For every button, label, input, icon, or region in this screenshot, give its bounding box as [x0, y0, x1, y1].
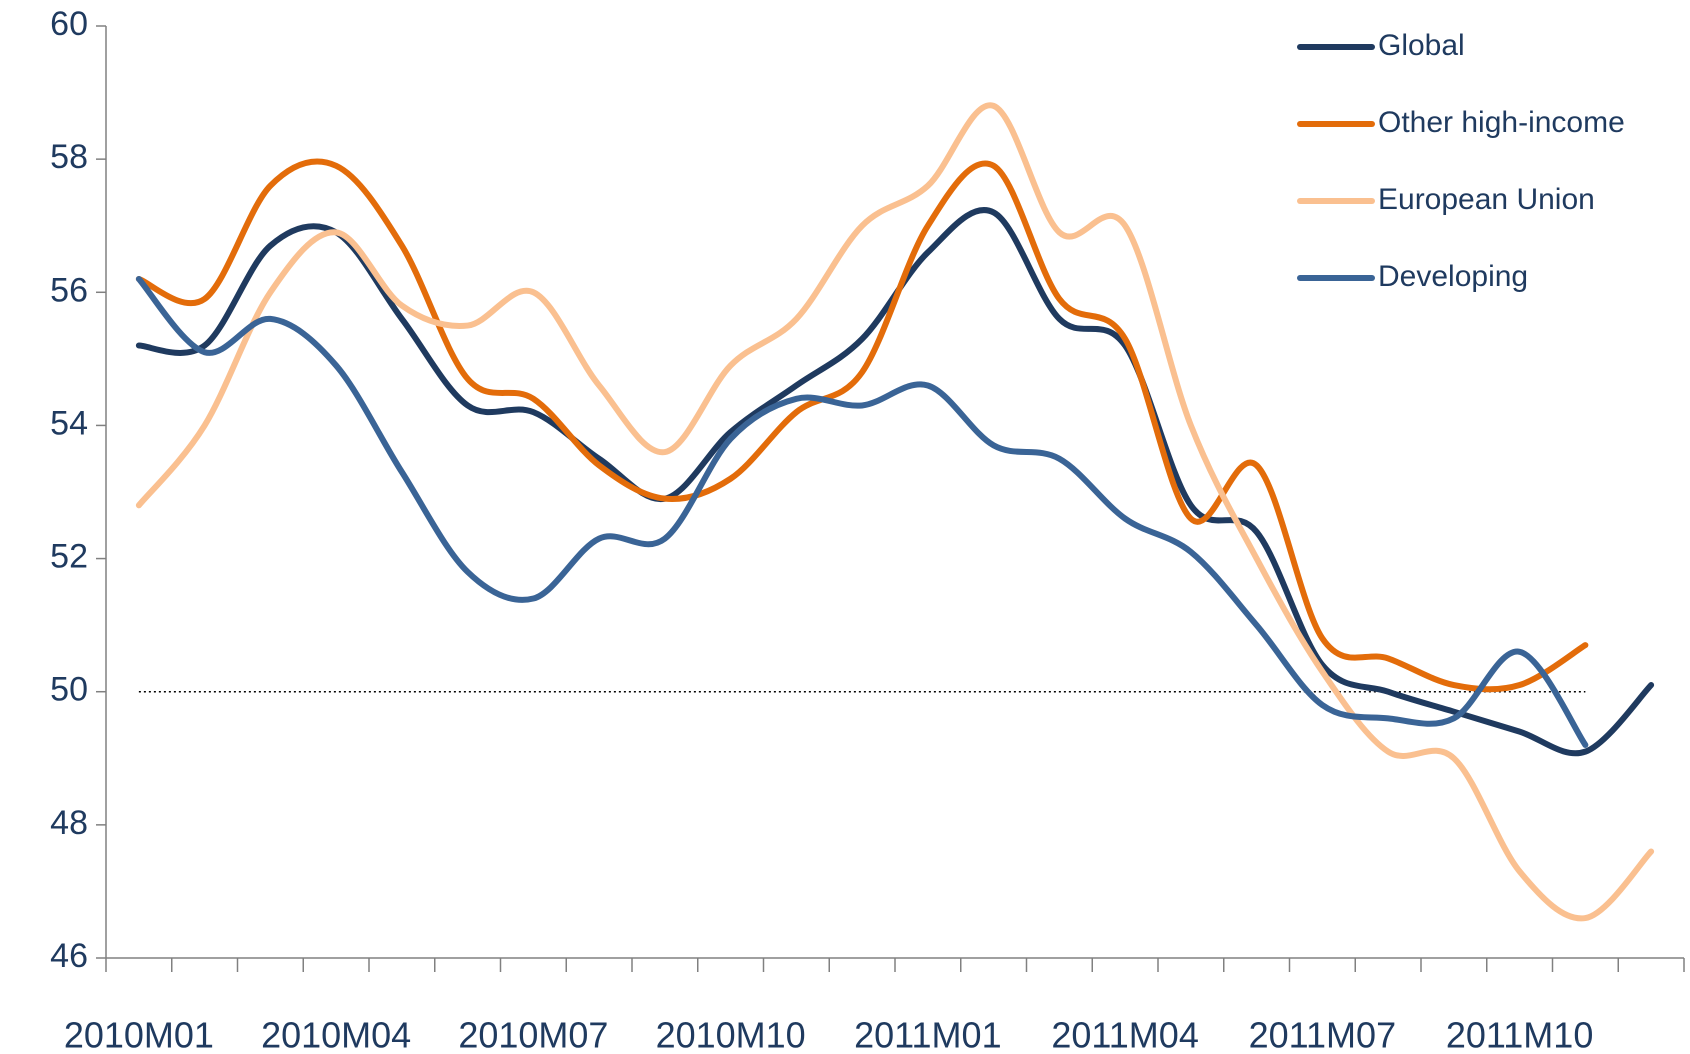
- legend-label: Other high-income: [1378, 106, 1625, 139]
- x-tick-label: 2011M10: [1446, 1015, 1593, 1054]
- x-tick-label: 2011M04: [1051, 1015, 1198, 1054]
- series-line: [135, 207, 1655, 757]
- legend-label: Global: [1378, 29, 1465, 62]
- x-tick-label: 2010M10: [656, 1015, 806, 1054]
- y-tick-label: 58: [50, 138, 88, 176]
- y-tick-label: 60: [50, 5, 88, 43]
- y-tick-label: 56: [50, 271, 88, 309]
- series-line: [135, 102, 1655, 922]
- y-tick-label: 54: [50, 404, 88, 442]
- series-line: [135, 158, 1589, 693]
- legend-label: Developing: [1378, 260, 1528, 293]
- y-tick-label: 46: [50, 937, 88, 975]
- x-tick-label: 2011M07: [1249, 1015, 1396, 1054]
- y-tick-label: 52: [50, 538, 88, 576]
- x-tick-label: 2010M07: [458, 1015, 608, 1054]
- x-tick-label: 2011M01: [854, 1015, 1001, 1054]
- series-line: [135, 275, 1589, 748]
- legend-label: European Union: [1378, 183, 1595, 216]
- x-tick-label: 2010M01: [64, 1015, 214, 1054]
- x-tick-label: 2010M04: [261, 1015, 411, 1054]
- y-tick-label: 50: [50, 671, 88, 709]
- y-tick-label: 48: [50, 804, 88, 842]
